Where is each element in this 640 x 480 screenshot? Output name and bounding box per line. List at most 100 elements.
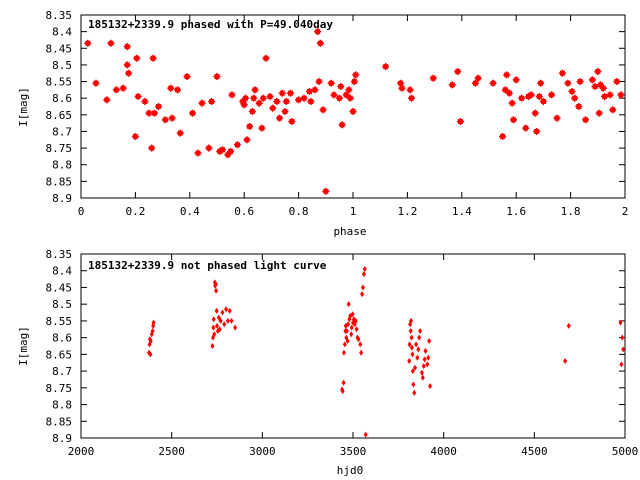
unphased-data-point bbox=[214, 287, 219, 294]
phased-data-point bbox=[84, 39, 92, 47]
unphased-data-point bbox=[210, 343, 215, 349]
phased-y-axis: 8.35 8.4 8.45 8.5 8.55 8.6 8.65 8.7 8.75 8.8 8.85 8… bbox=[46, 9, 625, 205]
unphased-data-point bbox=[362, 266, 367, 273]
unphased-data-point bbox=[416, 346, 421, 353]
phased-data-point bbox=[233, 141, 241, 149]
unphased-y-tick-label: 8.5 bbox=[52, 298, 72, 311]
phased-data-point bbox=[548, 91, 556, 99]
phased-data-point bbox=[198, 99, 206, 107]
phased-data-point bbox=[228, 91, 236, 99]
phased-data-point bbox=[509, 116, 517, 124]
unphased-data-point bbox=[349, 324, 354, 331]
phased-data-point bbox=[134, 93, 142, 101]
phased-data-point bbox=[150, 109, 158, 117]
unphased-data-point bbox=[233, 324, 238, 331]
phased-data-point bbox=[591, 83, 599, 91]
phased-data-point bbox=[176, 129, 184, 137]
phased-y-tick-label: 8.55 bbox=[46, 76, 73, 89]
phased-data-point bbox=[262, 54, 270, 62]
phased-data-point bbox=[189, 109, 197, 117]
phased-data-point bbox=[518, 94, 526, 102]
phased-data-point bbox=[429, 74, 437, 82]
unphased-y-axis-label: I[mag] bbox=[17, 326, 30, 366]
phased-data-point bbox=[350, 78, 358, 86]
unphased-data-point bbox=[421, 363, 426, 370]
unphased-plot-frame bbox=[80, 253, 626, 439]
phased-data-point bbox=[609, 106, 617, 114]
phased-data-point bbox=[259, 94, 267, 102]
phased-data-point bbox=[522, 124, 530, 132]
phased-y-tick-label: 8.8 bbox=[52, 159, 72, 172]
phased-data-point bbox=[489, 79, 497, 87]
phased-data-point bbox=[454, 68, 462, 76]
phased-data-point bbox=[537, 79, 545, 87]
phased-data-point bbox=[131, 132, 139, 140]
unphased-data-point bbox=[410, 351, 415, 358]
unphased-x-tick-label: 3500 bbox=[340, 445, 367, 458]
phased-data-point bbox=[406, 86, 414, 94]
unphased-data-point bbox=[359, 349, 364, 356]
unphased-x-tick-label: 3000 bbox=[249, 445, 276, 458]
unphased-data-point bbox=[618, 319, 623, 326]
unphased-data-point bbox=[346, 321, 351, 328]
unphased-data-point bbox=[360, 291, 365, 298]
phased-data-point bbox=[471, 79, 479, 87]
phased-data-point bbox=[505, 89, 513, 97]
unphased-data-point bbox=[151, 319, 156, 326]
unphased-y-tick-label: 8.8 bbox=[52, 399, 72, 412]
phased-data-point bbox=[617, 91, 625, 99]
unphased-data-point bbox=[212, 331, 217, 338]
unphased-data-point bbox=[419, 369, 424, 376]
unphased-data-point bbox=[353, 317, 358, 324]
unphased-data-point bbox=[566, 322, 571, 329]
unphased-data-point bbox=[217, 326, 222, 333]
phased-data-point bbox=[345, 86, 353, 94]
phased-data-point bbox=[398, 84, 406, 92]
unphased-data-point bbox=[342, 341, 347, 348]
unphased-data-point bbox=[211, 324, 216, 331]
phased-x-tick-label: 0.8 bbox=[289, 205, 309, 218]
phased-series bbox=[84, 28, 625, 195]
phased-data-point bbox=[276, 114, 284, 122]
phased-data-point bbox=[227, 147, 235, 155]
unphased-data-point bbox=[358, 341, 363, 348]
phased-y-tick-label: 8.75 bbox=[46, 142, 73, 155]
phased-data-point bbox=[337, 83, 345, 91]
phased-data-point bbox=[501, 86, 509, 94]
phased-data-point bbox=[125, 69, 133, 77]
unphased-data-point bbox=[340, 388, 345, 395]
unphased-y-tick-label: 8.75 bbox=[46, 382, 73, 395]
phased-data-point bbox=[300, 94, 308, 102]
unphased-data-point bbox=[220, 309, 225, 316]
phased-data-point bbox=[531, 109, 539, 117]
phased-y-tick-label: 8.85 bbox=[46, 175, 73, 188]
phased-data-point bbox=[575, 103, 583, 110]
phased-y-tick-label: 8.7 bbox=[52, 125, 72, 138]
phased-data-point bbox=[599, 84, 607, 92]
unphased-data-point bbox=[428, 383, 433, 390]
phased-data-point bbox=[527, 91, 535, 99]
unphased-data-point bbox=[363, 431, 368, 438]
unphased-x-tick-label: 4500 bbox=[521, 445, 548, 458]
phased-data-point bbox=[251, 86, 259, 94]
phased-data-point bbox=[213, 73, 221, 81]
unphased-data-point bbox=[354, 326, 359, 333]
phased-data-point bbox=[582, 116, 590, 124]
unphased-data-point bbox=[410, 368, 415, 375]
unphased-data-point bbox=[148, 351, 153, 358]
phased-data-point bbox=[512, 76, 520, 84]
phased-data-point bbox=[315, 78, 323, 86]
phased-data-point bbox=[141, 98, 149, 106]
phased-data-point bbox=[601, 93, 609, 101]
unphased-data-point bbox=[407, 358, 412, 365]
unphased-data-point bbox=[345, 337, 350, 344]
phased-x-tick-label: 0.6 bbox=[234, 205, 254, 218]
unphased-data-point bbox=[344, 327, 349, 334]
phased-data-point bbox=[346, 94, 354, 102]
phased-data-point bbox=[606, 91, 614, 99]
unphased-x-tick-label: 2500 bbox=[158, 445, 185, 458]
unphased-data-point bbox=[211, 316, 216, 323]
phased-data-point bbox=[123, 43, 131, 51]
unphased-data-point bbox=[229, 317, 234, 324]
